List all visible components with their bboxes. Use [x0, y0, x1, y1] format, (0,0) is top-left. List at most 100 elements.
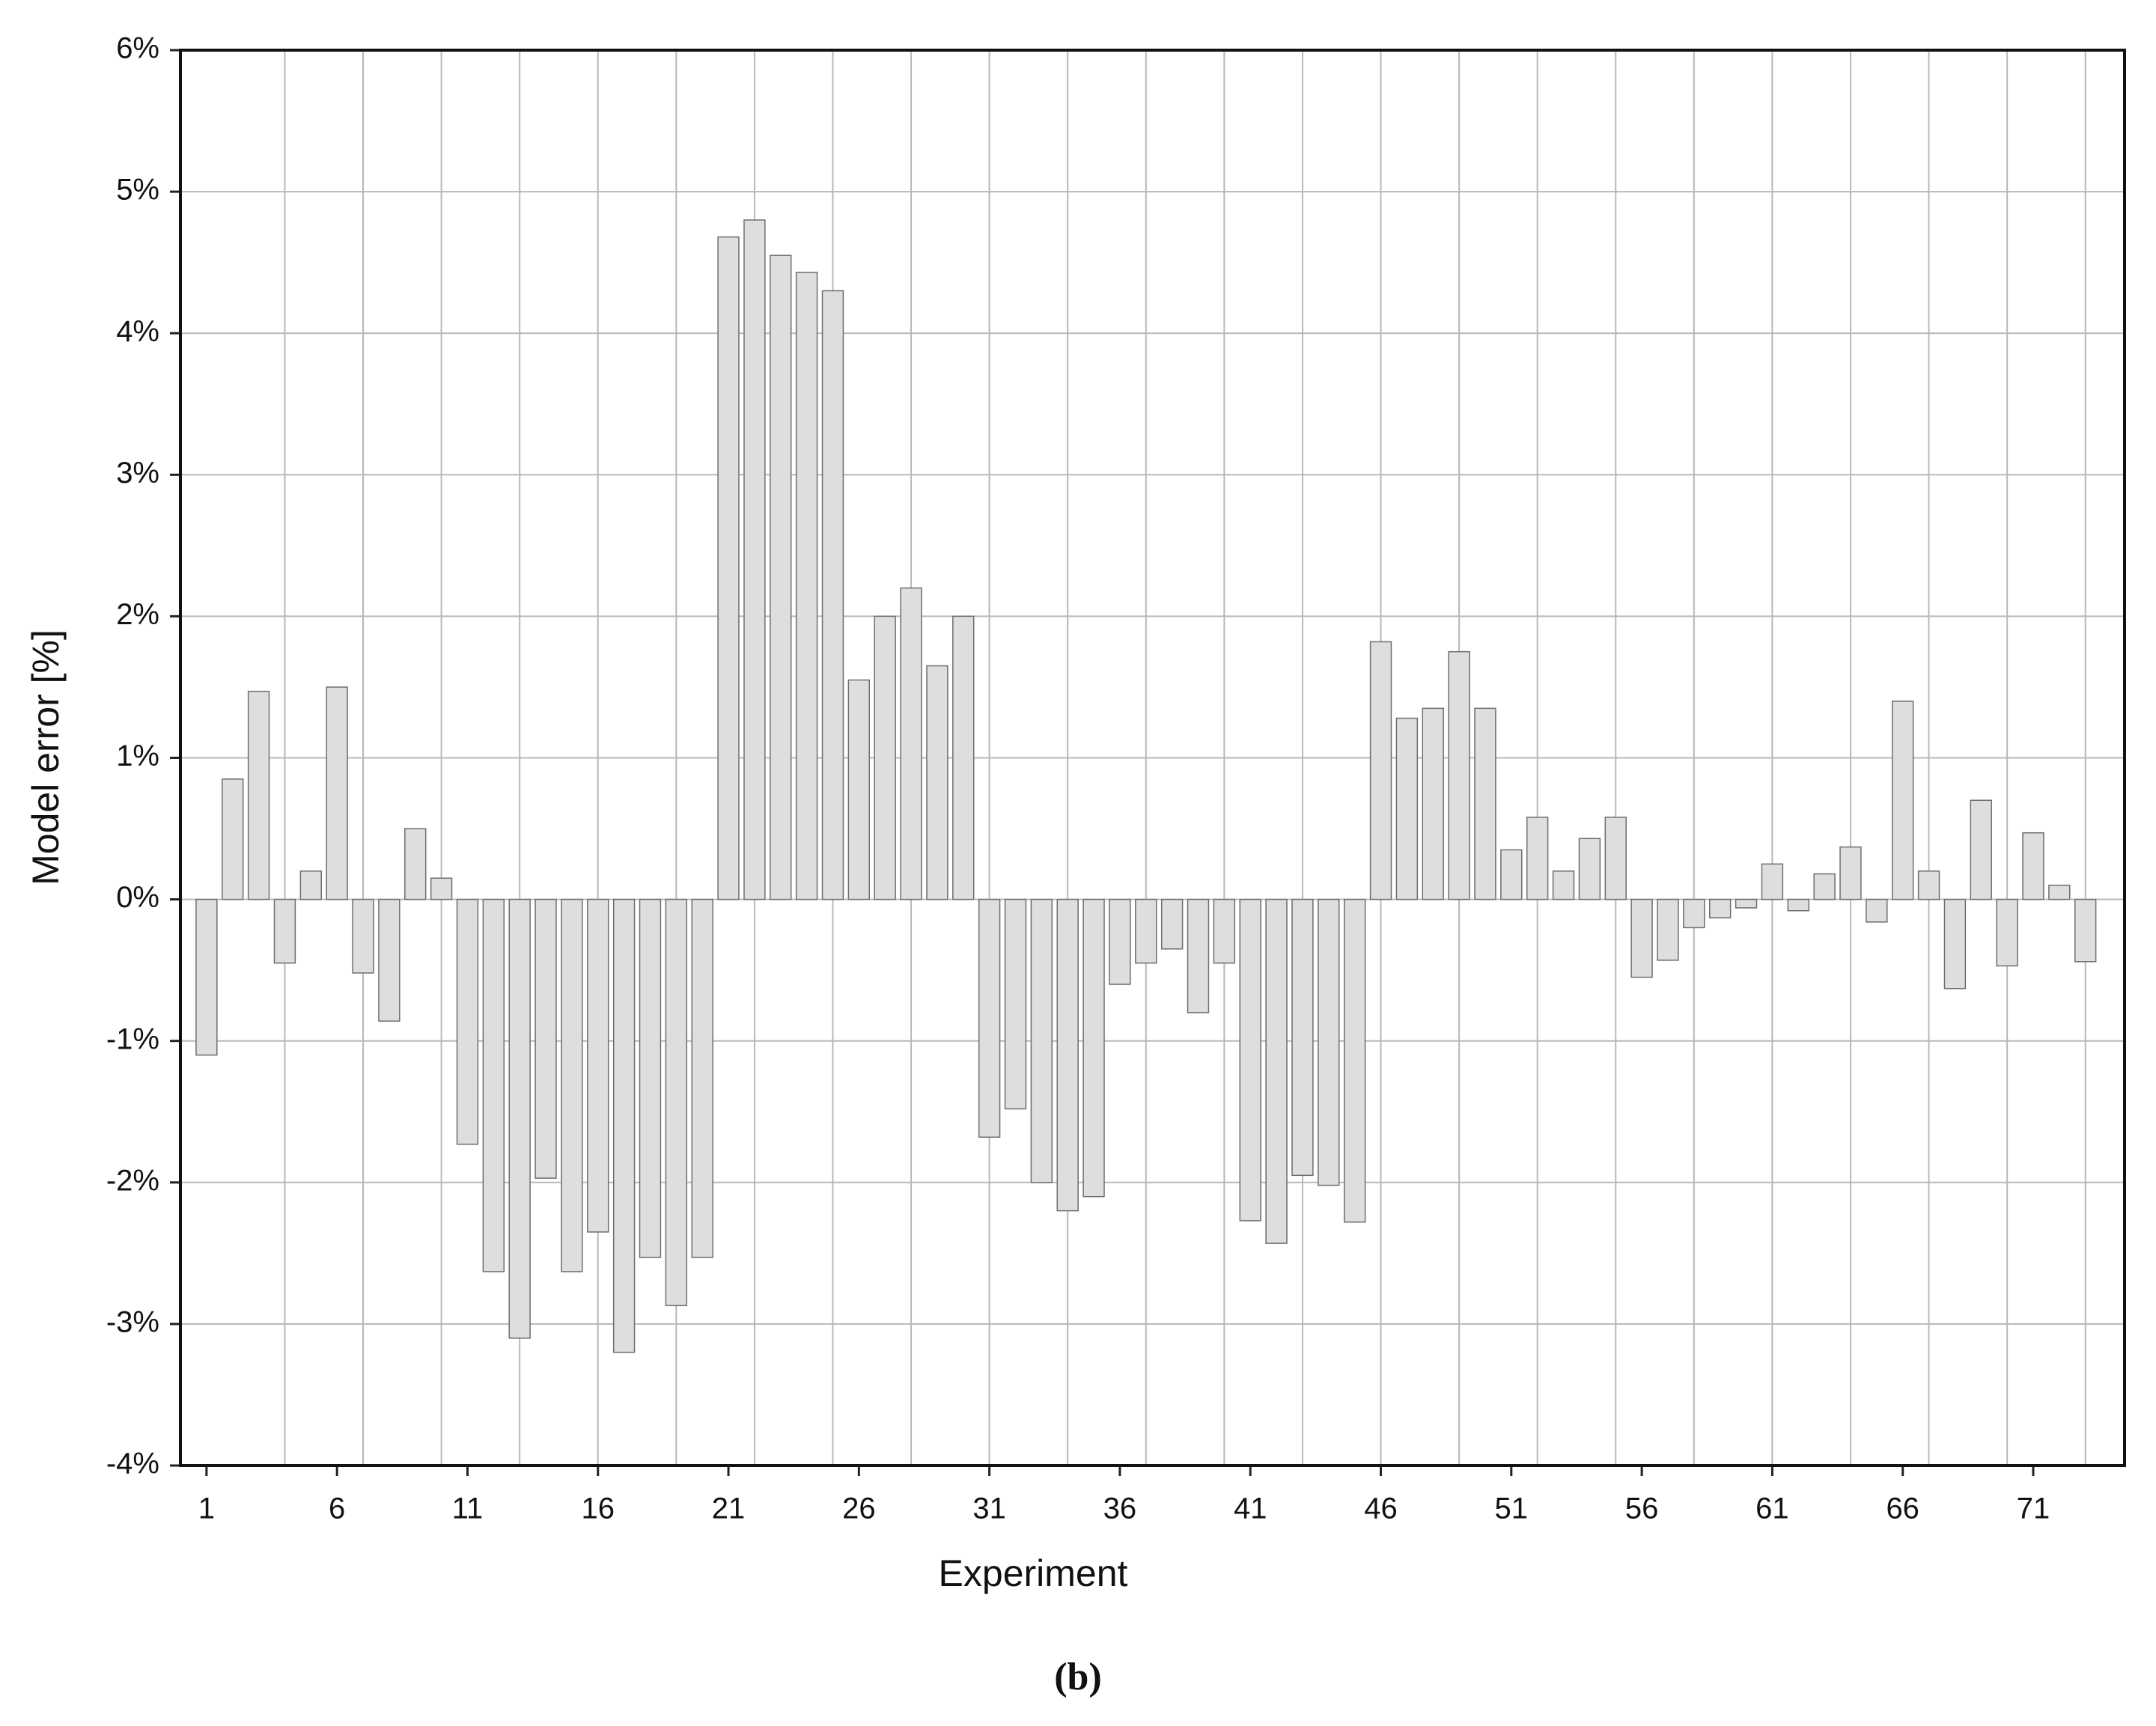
- bar: [378, 898, 401, 1022]
- bar: [456, 898, 479, 1145]
- bar: [847, 679, 871, 900]
- bar: [1657, 898, 1679, 961]
- bar: [430, 877, 453, 900]
- caption: (b): [1054, 1656, 1102, 1698]
- bar: [1735, 898, 1758, 909]
- bar: [1395, 717, 1419, 900]
- bar: [1943, 898, 1967, 989]
- x-tick-label: 26: [842, 1492, 876, 1525]
- bar: [222, 778, 244, 900]
- x-axis-title: Experiment: [939, 1552, 1128, 1594]
- bar: [2074, 898, 2097, 963]
- bar: [926, 665, 948, 900]
- bar: [1500, 849, 1523, 900]
- y-tick-label: -3%: [106, 1305, 159, 1338]
- x-tick-label: 41: [1234, 1492, 1267, 1525]
- bar: [952, 615, 975, 900]
- bar: [1892, 701, 1914, 900]
- bar: [1474, 707, 1496, 900]
- bar: [195, 898, 218, 1056]
- y-tick-label: 5%: [116, 174, 159, 207]
- bar: [1578, 838, 1601, 900]
- bar: [743, 219, 766, 900]
- y-tick-label: 1%: [116, 740, 159, 772]
- bar: [1683, 898, 1705, 929]
- bar: [561, 898, 583, 1272]
- bar: [1291, 898, 1314, 1177]
- y-tick-label: 3%: [116, 457, 159, 490]
- bar: [1526, 817, 1549, 900]
- y-tick-label: 6%: [116, 32, 159, 65]
- bar: [1239, 898, 1261, 1222]
- bar: [1318, 898, 1340, 1186]
- bar: [1917, 870, 1940, 900]
- bar: [1708, 898, 1732, 918]
- bar: [1343, 898, 1366, 1223]
- bar: [1187, 898, 1210, 1013]
- x-tick-label: 61: [1755, 1492, 1789, 1525]
- bar: [1056, 898, 1079, 1212]
- x-tick-label: 21: [712, 1492, 746, 1525]
- bar: [1448, 650, 1470, 900]
- bar: [1422, 707, 1444, 900]
- bar: [273, 898, 296, 964]
- plot-frame: [179, 49, 2126, 1467]
- bar: [1761, 863, 1784, 900]
- bar: [874, 615, 896, 900]
- bar: [821, 290, 844, 900]
- y-tick-label: -2%: [106, 1164, 159, 1197]
- bar: [978, 898, 1001, 1138]
- bar: [535, 898, 557, 1179]
- bar: [770, 254, 792, 900]
- x-tick-label: 51: [1495, 1492, 1529, 1525]
- bar: [1265, 898, 1288, 1244]
- bar: [352, 898, 374, 974]
- x-tick-label: 71: [2017, 1492, 2050, 1525]
- bar: [1604, 817, 1627, 900]
- bar: [639, 898, 662, 1258]
- bar: [1004, 898, 1027, 1110]
- y-axis-title: Model error [%]: [25, 629, 67, 885]
- bar: [2048, 884, 2071, 900]
- x-tick-label: 11: [452, 1492, 484, 1525]
- bar: [1813, 873, 1836, 900]
- bar: [612, 898, 636, 1353]
- x-tick-label: 46: [1364, 1492, 1398, 1525]
- bar: [247, 690, 270, 900]
- bar: [1996, 898, 2018, 967]
- bar: [299, 870, 322, 900]
- x-tick-label: 56: [1625, 1492, 1659, 1525]
- y-tick-label: -1%: [106, 1022, 159, 1055]
- x-tick-label: 1: [198, 1492, 215, 1525]
- bar: [1787, 898, 1809, 912]
- y-tick-label: 0%: [116, 881, 159, 914]
- bar: [587, 898, 609, 1233]
- x-tick-label: 66: [1886, 1492, 1919, 1525]
- x-tick-label: 31: [972, 1492, 1006, 1525]
- bar: [1109, 898, 1131, 985]
- y-tick-label: -4%: [106, 1448, 159, 1480]
- bar: [1552, 870, 1575, 900]
- bar: [717, 236, 740, 900]
- bar: [1630, 898, 1653, 978]
- bar: [508, 898, 531, 1339]
- bar: [691, 898, 713, 1258]
- bar: [900, 587, 922, 900]
- x-tick-label: 6: [329, 1492, 345, 1525]
- bar: [1030, 898, 1053, 1183]
- bar: [2022, 832, 2044, 900]
- bar: [1213, 898, 1236, 964]
- bar: [795, 272, 818, 900]
- x-tick-label: 36: [1103, 1492, 1137, 1525]
- x-tick-label: 16: [581, 1492, 615, 1525]
- bar: [1160, 898, 1184, 950]
- y-tick-label: 4%: [116, 315, 159, 348]
- bar: [1369, 641, 1392, 900]
- bar: [1082, 898, 1105, 1198]
- bar: [1135, 898, 1157, 964]
- bar: [404, 828, 427, 900]
- bar: [1866, 898, 1888, 923]
- bar: [1970, 799, 1992, 900]
- bar: [482, 898, 505, 1272]
- bar: [665, 898, 688, 1307]
